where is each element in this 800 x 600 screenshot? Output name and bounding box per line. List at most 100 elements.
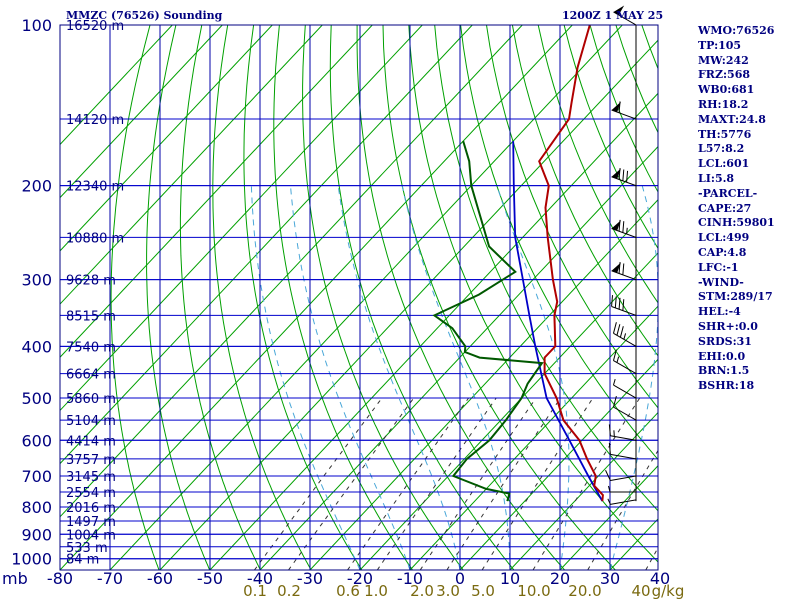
wind-barb-half-flag <box>626 227 628 235</box>
dry-adiabat-line <box>243 25 363 570</box>
mixing-ratio-label: 10.0 <box>517 582 550 600</box>
isotherm-line <box>60 25 373 358</box>
dry-adiabat-line <box>273 25 413 570</box>
wind-barb-shaft <box>613 360 637 375</box>
wind-barb <box>605 470 637 482</box>
index-item: WB0:681 <box>698 83 755 97</box>
wind-barb-flag <box>611 295 614 307</box>
index-item: SRDS:31 <box>698 334 752 348</box>
mixing-ratio-line <box>587 449 658 570</box>
wind-barb-pennant <box>613 5 625 15</box>
isotherm-line <box>60 25 423 412</box>
dry-adiabat-line <box>511 25 658 357</box>
wind-barb-flag <box>619 326 624 338</box>
dry-adiabat-line <box>537 25 658 304</box>
plot-frame <box>59 24 659 571</box>
dry-adiabat-line <box>212 25 312 570</box>
temperature-tick-label: 20 <box>550 569 570 588</box>
isotherm-line <box>409 305 658 570</box>
height-tick-label: 7540 m <box>66 340 116 355</box>
indices-panel: WMO:76526 TP:105 MW:242 FRZ:568 WB0:681 RH:18… <box>698 24 775 394</box>
pressure-tick-label: 800 <box>21 498 52 517</box>
index-item: MW:242 <box>698 53 749 67</box>
index-item: SHR+:0.0 <box>698 319 758 333</box>
height-tick-label: 4414 m <box>66 434 116 449</box>
mixing-ratio-line <box>645 546 658 570</box>
height-tick-label: 2554 m <box>66 486 116 501</box>
dry-adiabat-line <box>110 25 160 570</box>
wind-barb-shaft <box>610 435 637 441</box>
moist-adiabat-line <box>609 185 658 570</box>
temperature-tick-label: -20 <box>347 569 373 588</box>
wind-barb-flag <box>608 442 611 455</box>
wind-barb-shaft <box>611 228 637 238</box>
height-tick-label: 1497 m <box>66 515 116 530</box>
plot-area <box>60 25 658 570</box>
mixing-ratio-label: 3.0 <box>436 582 460 600</box>
isotherm-line <box>209 92 658 570</box>
pressure-tick-label: 500 <box>21 389 52 408</box>
height-tick-label: 84 m <box>66 553 99 568</box>
mixing-ratio-label: g/kg <box>652 582 685 600</box>
wind-barb-half-flag <box>607 498 611 505</box>
pressure-tick-label: 100 <box>21 16 52 35</box>
wind-barb-shaft <box>613 332 637 347</box>
mixing-ratio-label: 0.6 <box>336 582 360 600</box>
pressure-tick-label: 900 <box>21 525 52 544</box>
wind-barb-half-flag <box>608 485 611 493</box>
index-item: BRN:1.5 <box>698 364 750 378</box>
index-item: LCL:601 <box>698 157 750 171</box>
dry-adiabat-line <box>486 25 658 409</box>
mixing-ratio-line <box>347 397 470 570</box>
dry-adiabat-line <box>356 25 565 570</box>
mixing-ratio-line <box>419 397 537 570</box>
wind-barb <box>608 424 637 441</box>
height-tick-label: 6664 m <box>66 368 116 383</box>
wind-barb <box>613 378 637 399</box>
height-tick-label: 12340 m <box>66 180 124 195</box>
index-item: HEL:-4 <box>698 305 741 319</box>
moist-adiabat-line <box>401 185 511 570</box>
pressure-tick-label: 1000 <box>11 550 52 569</box>
isotherm-line <box>60 25 173 146</box>
isotherm-line <box>60 25 573 570</box>
temperature-tick-label: -80 <box>47 569 73 588</box>
pressure-tick-label: 600 <box>21 431 52 450</box>
index-item: BSHR:18 <box>698 379 755 393</box>
dry-adiabat-line <box>382 25 616 570</box>
wind-barb-flag <box>612 395 617 408</box>
index-item: FRZ:568 <box>698 68 751 82</box>
pressure-tick-label: 700 <box>21 467 52 486</box>
wind-barb-flag <box>618 297 621 310</box>
height-tick-label: 1004 m <box>66 528 116 543</box>
wind-barb-flag <box>612 322 617 334</box>
wind-barb-flag <box>622 263 625 275</box>
moist-adiabat-line <box>496 185 570 570</box>
wind-barb-flag <box>622 169 625 181</box>
height-tick-label: 533 m <box>66 541 108 556</box>
pressure-axis-label: mb <box>2 569 28 588</box>
index-item: LI:5.8 <box>698 171 735 185</box>
wind-barb-shaft <box>611 109 637 120</box>
temperature-trace <box>538 25 604 502</box>
wind-barb-flag <box>618 262 621 274</box>
index-item: WMO:76526 <box>698 24 775 37</box>
wind-barb <box>611 262 637 281</box>
moist-adiabat-line <box>337 185 461 570</box>
isotherm-line <box>60 25 323 305</box>
temperature-tick-label: -60 <box>147 569 173 588</box>
height-tick-label: 16520 m <box>66 19 124 34</box>
height-tick-label: 5860 m <box>66 392 116 407</box>
wind-barb-shaft <box>613 406 637 421</box>
height-tick-label: 10880 m <box>66 231 124 246</box>
mixing-ratio-label: 20.0 <box>568 582 601 600</box>
index-item: RH:18.2 <box>698 97 749 111</box>
height-tick-label: 9628 m <box>66 274 116 289</box>
wind-barb-pennant <box>611 220 621 231</box>
valid-time: 1200Z 1 MAY 25 <box>562 9 664 22</box>
mixing-ratio-label: 5.0 <box>471 582 495 600</box>
isotherm-line <box>60 25 473 465</box>
wind-barb <box>611 219 637 238</box>
moist-adiabat-line <box>290 185 411 570</box>
